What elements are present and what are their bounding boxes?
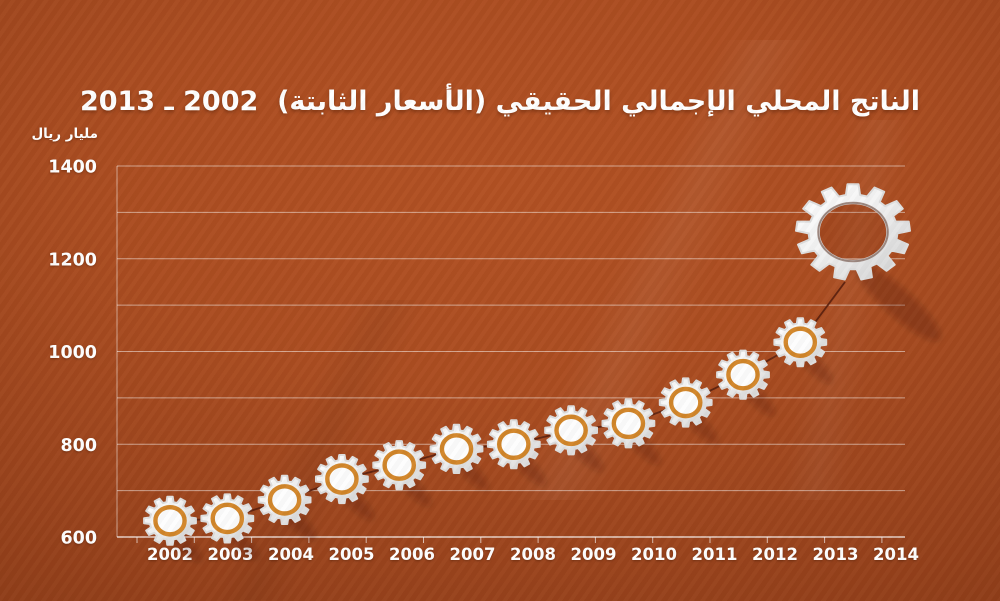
gear-marker bbox=[372, 440, 427, 491]
big-gear-decoration bbox=[795, 183, 911, 281]
x-axis-label: 2007 bbox=[450, 545, 496, 564]
gear-center-ring bbox=[267, 484, 302, 516]
x-axis-label: 2008 bbox=[510, 545, 556, 564]
gear-center-ring bbox=[439, 433, 474, 465]
x-axis-label: 2013 bbox=[813, 545, 859, 564]
gear-center-ring bbox=[382, 449, 417, 481]
gear-center-ring bbox=[153, 504, 187, 537]
gear-center-ring bbox=[783, 326, 818, 359]
chart-title: الناتج المحلي الإجمالي الحقيقي (الأسعار … bbox=[79, 86, 921, 117]
gear-marker bbox=[315, 454, 369, 505]
gear-marker bbox=[143, 495, 197, 546]
gear-marker bbox=[200, 493, 255, 544]
y-axis-label: 1200 bbox=[48, 250, 97, 270]
gear-marker bbox=[429, 423, 484, 474]
x-axis-label: 2009 bbox=[571, 545, 617, 564]
y-axis-label: 1400 bbox=[48, 158, 97, 178]
x-axis-label: 2004 bbox=[268, 545, 314, 564]
x-axis-label: 2014 bbox=[873, 545, 919, 564]
big-gear-shadow bbox=[855, 263, 941, 341]
gear-center-ring bbox=[726, 358, 760, 391]
gear-body bbox=[795, 183, 911, 281]
gear-center-ring bbox=[210, 502, 245, 535]
gear-hole-rim bbox=[817, 201, 889, 263]
gear-hole bbox=[819, 203, 887, 261]
gear-center-ring bbox=[325, 463, 359, 495]
gear-marker bbox=[658, 377, 713, 428]
y-axis-unit-label: مليار ريال bbox=[31, 126, 98, 142]
x-axis-label: 2010 bbox=[631, 545, 677, 564]
gear-marker bbox=[544, 405, 598, 456]
x-axis-label: 2011 bbox=[692, 545, 738, 564]
y-axis-label: 600 bbox=[60, 529, 97, 549]
x-axis-label: 2012 bbox=[752, 545, 798, 564]
x-axis-label: 2006 bbox=[389, 545, 435, 564]
gear-marker bbox=[601, 398, 656, 449]
gear-marker bbox=[773, 317, 828, 368]
gear-marker bbox=[486, 419, 541, 470]
gear-center-ring bbox=[668, 386, 703, 419]
y-axis-label: 1000 bbox=[48, 343, 97, 363]
gear-center-ring bbox=[554, 414, 588, 447]
gear-marker bbox=[716, 349, 770, 400]
gear-center-ring bbox=[611, 407, 646, 440]
gear-marker bbox=[257, 474, 312, 525]
y-axis-label: 800 bbox=[60, 436, 97, 456]
gear-center-ring bbox=[496, 428, 531, 461]
x-axis-label: 2005 bbox=[329, 545, 375, 564]
